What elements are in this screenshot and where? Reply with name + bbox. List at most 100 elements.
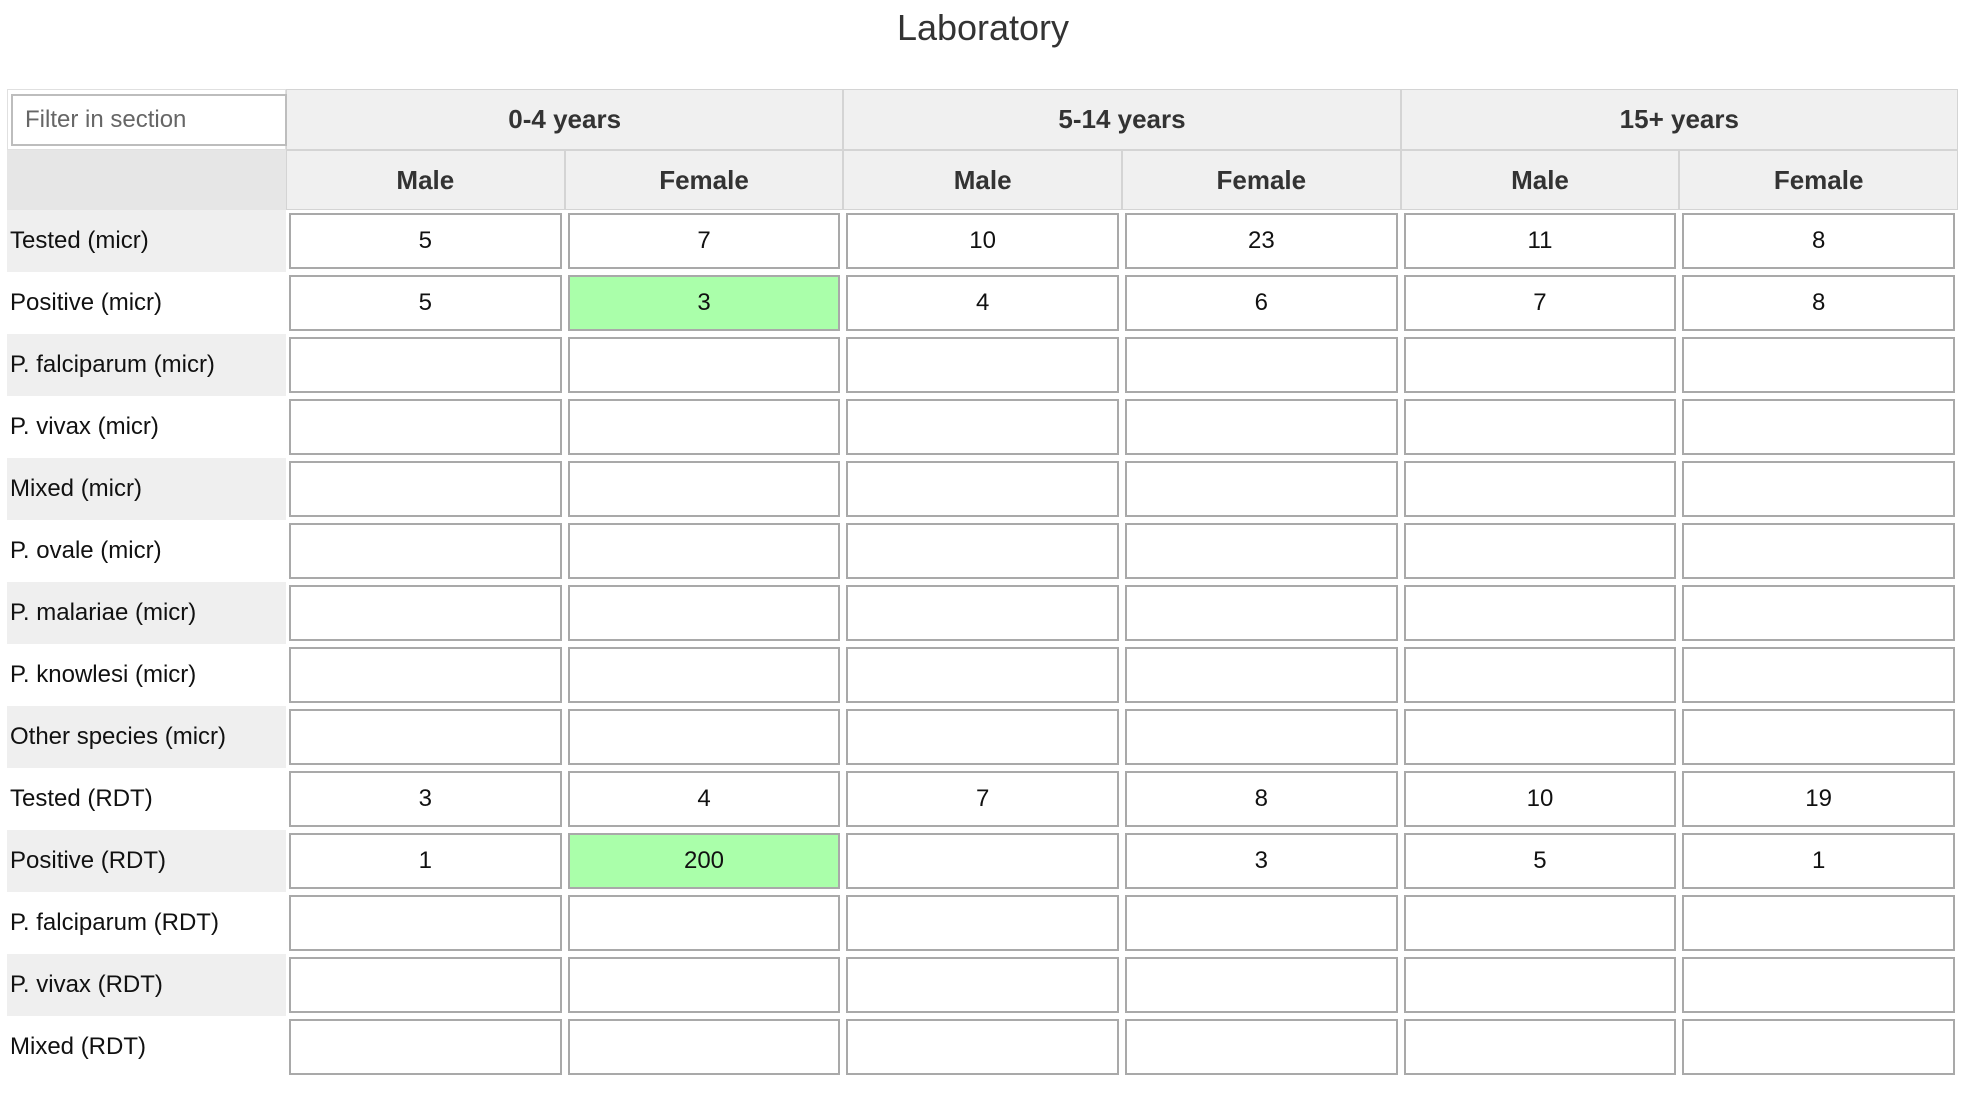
value-input[interactable] — [567, 337, 841, 393]
value-input[interactable] — [1124, 337, 1398, 393]
table-cell: 7 — [1400, 272, 1680, 334]
value-input[interactable]: 6 — [1124, 275, 1398, 331]
value-input[interactable] — [1124, 895, 1398, 951]
value-input[interactable] — [846, 833, 1119, 889]
value-input[interactable] — [1682, 957, 1955, 1013]
value-input[interactable]: 7 — [567, 213, 841, 269]
value-input[interactable] — [567, 957, 841, 1013]
value-input[interactable]: 8 — [1682, 213, 1955, 269]
value-input[interactable] — [289, 957, 562, 1013]
value-input[interactable]: 7 — [1403, 275, 1677, 331]
value-input[interactable] — [1682, 585, 1955, 641]
value-input[interactable] — [846, 895, 1119, 951]
value-input[interactable] — [846, 647, 1119, 703]
value-input[interactable] — [1124, 957, 1398, 1013]
value-input[interactable] — [567, 585, 841, 641]
value-input[interactable] — [1682, 895, 1955, 951]
value-input[interactable] — [567, 461, 841, 517]
value-input[interactable] — [1403, 399, 1677, 455]
value-input[interactable] — [1124, 399, 1398, 455]
value-input[interactable]: 8 — [1124, 771, 1398, 827]
value-input[interactable]: 200 — [567, 833, 841, 889]
value-input[interactable]: 11 — [1403, 213, 1677, 269]
value-input[interactable] — [289, 1019, 562, 1075]
value-input[interactable] — [1682, 709, 1955, 765]
value-input[interactable] — [1124, 709, 1398, 765]
value-input[interactable]: 3 — [1124, 833, 1398, 889]
value-input[interactable] — [289, 895, 562, 951]
value-input[interactable] — [846, 399, 1119, 455]
value-input[interactable] — [567, 1019, 841, 1075]
value-input[interactable] — [1682, 399, 1955, 455]
value-input[interactable] — [1403, 647, 1677, 703]
table-cell — [1121, 954, 1401, 1016]
value-input[interactable] — [1403, 709, 1677, 765]
value-input[interactable] — [1682, 1019, 1955, 1075]
table-cell — [1121, 582, 1401, 644]
value-input[interactable] — [1124, 1019, 1398, 1075]
value-input[interactable] — [567, 523, 841, 579]
value-input[interactable]: 10 — [846, 213, 1119, 269]
value-input[interactable]: 4 — [846, 275, 1119, 331]
value-input[interactable]: 3 — [567, 275, 841, 331]
table-cell — [843, 458, 1122, 520]
value-input[interactable]: 1 — [1682, 833, 1955, 889]
value-input[interactable]: 19 — [1682, 771, 1955, 827]
value-input[interactable] — [289, 399, 562, 455]
value-input[interactable] — [846, 709, 1119, 765]
value-input[interactable] — [1403, 895, 1677, 951]
value-input[interactable]: 5 — [289, 275, 562, 331]
value-input[interactable] — [1124, 585, 1398, 641]
value-input[interactable] — [1403, 957, 1677, 1013]
value-input[interactable] — [567, 895, 841, 951]
table-cell — [843, 954, 1122, 1016]
value-input[interactable] — [846, 1019, 1119, 1075]
table-cell — [564, 520, 844, 582]
value-input[interactable] — [289, 585, 562, 641]
table-cell — [1679, 520, 1958, 582]
filter-in-section-input[interactable] — [11, 93, 287, 146]
value-input[interactable] — [846, 337, 1119, 393]
value-input[interactable] — [1403, 337, 1677, 393]
value-input[interactable] — [846, 957, 1119, 1013]
value-input[interactable] — [1682, 461, 1955, 517]
value-input[interactable] — [1403, 1019, 1677, 1075]
table-cell — [564, 582, 844, 644]
table-cell: 11 — [1400, 210, 1680, 272]
value-input[interactable]: 1 — [289, 833, 562, 889]
table-cell — [1679, 706, 1958, 768]
value-input[interactable] — [1124, 647, 1398, 703]
value-input[interactable] — [846, 585, 1119, 641]
value-input[interactable]: 3 — [289, 771, 562, 827]
table-cell: 5 — [1400, 830, 1680, 892]
value-input[interactable]: 7 — [846, 771, 1119, 827]
value-input[interactable]: 10 — [1403, 771, 1677, 827]
row-label: Positive (RDT) — [7, 830, 286, 892]
value-input[interactable] — [567, 709, 841, 765]
value-input[interactable] — [1682, 337, 1955, 393]
value-input[interactable]: 5 — [289, 213, 562, 269]
value-input[interactable] — [289, 709, 562, 765]
value-input[interactable]: 4 — [567, 771, 841, 827]
value-input[interactable] — [289, 523, 562, 579]
value-input[interactable] — [1403, 523, 1677, 579]
value-input[interactable] — [846, 523, 1119, 579]
value-input[interactable] — [1124, 523, 1398, 579]
value-input[interactable] — [846, 461, 1119, 517]
value-input[interactable]: 5 — [1403, 833, 1677, 889]
table-cell — [286, 396, 565, 458]
table-body: Tested (micr) 5 7 10 23 11 8 Positive (micr) 5 3 4… — [7, 210, 1958, 1078]
value-input[interactable] — [1124, 461, 1398, 517]
value-input[interactable] — [1403, 585, 1677, 641]
value-input[interactable] — [1682, 647, 1955, 703]
value-input[interactable]: 8 — [1682, 275, 1955, 331]
value-input[interactable] — [289, 647, 562, 703]
value-input[interactable] — [289, 337, 562, 393]
table-cell: 23 — [1121, 210, 1401, 272]
value-input[interactable] — [567, 399, 841, 455]
value-input[interactable] — [567, 647, 841, 703]
value-input[interactable] — [289, 461, 562, 517]
value-input[interactable] — [1403, 461, 1677, 517]
value-input[interactable]: 23 — [1124, 213, 1398, 269]
value-input[interactable] — [1682, 523, 1955, 579]
